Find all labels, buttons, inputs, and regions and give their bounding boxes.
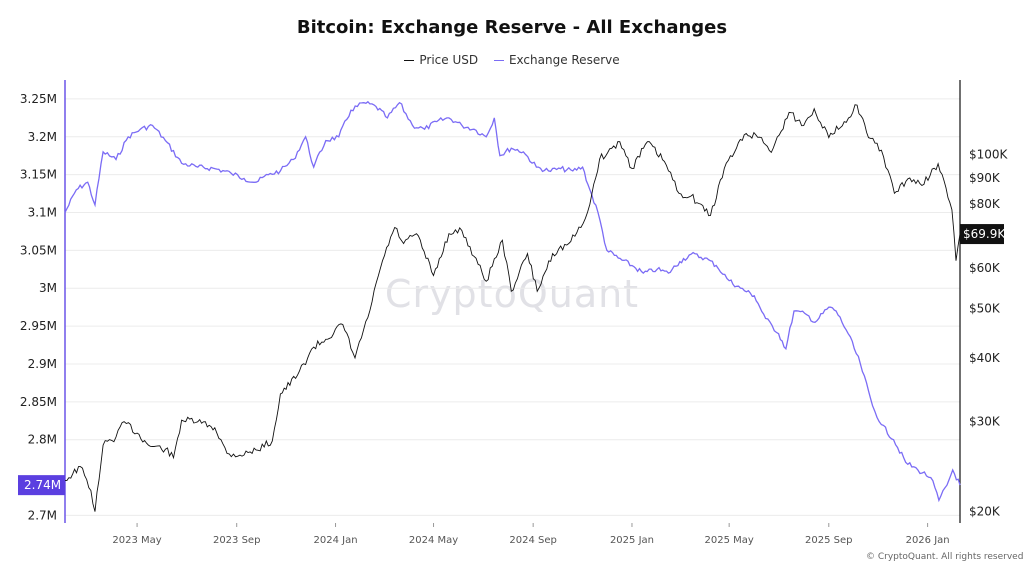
x-tick-label: 2024 Jan: [314, 535, 358, 546]
y-tick-label-left: 3.15M: [20, 168, 57, 182]
legend-label-reserve: Exchange Reserve: [508, 53, 620, 68]
y-tick-label-left: 3.25M: [20, 92, 57, 106]
current-price-label: $69.9K: [963, 227, 1006, 241]
series-line-price-usd: [64, 104, 961, 512]
y-tick-label-right: $30K: [969, 415, 1001, 429]
y-tick-label-left: 2.7M: [28, 508, 57, 522]
x-tick-label: 2025 Jan: [610, 535, 654, 546]
x-tick-label: 2024 Sep: [509, 535, 556, 546]
y-tick-label-left: 2.8M: [28, 433, 57, 447]
y-tick-label-right: $60K: [969, 261, 1001, 275]
y-tick-label-left: 3.2M: [28, 130, 57, 144]
y-tick-label-right: $100K: [969, 148, 1009, 162]
x-tick-label: 2023 May: [112, 535, 161, 546]
y-tick-label-left: 2.85M: [20, 395, 57, 409]
y-tick-label-right: $80K: [969, 197, 1001, 211]
y-tick-label-left: 2.9M: [28, 357, 57, 371]
series-line-exchange-reserve: [64, 100, 961, 503]
current-price-badge: [960, 224, 1004, 245]
x-tick-label: 2025 Sep: [805, 535, 852, 546]
y-tick-label-left: 3.05M: [20, 243, 57, 257]
y-tick-label-right: $40K: [969, 351, 1001, 365]
legend-item-reserve[interactable]: Exchange Reserve: [493, 53, 620, 68]
chart-legend: Price USD Exchange Reserve: [0, 50, 1024, 67]
legend-swatch-reserve: [493, 59, 504, 61]
x-tick-label: 2023 Sep: [213, 535, 260, 546]
y-tick-label-left: 3.1M: [28, 206, 57, 220]
x-tick-label: 2026 Jan: [906, 535, 950, 546]
copyright-text: © CryptoQuant. All rights reserved: [866, 552, 1024, 562]
chart-title: Bitcoin: Exchange Reserve - All Exchange…: [296, 17, 728, 38]
current-reserve-label: 2.74M: [24, 478, 61, 492]
x-tick-label: 2025 May: [705, 535, 754, 546]
y-tick-label-right: $90K: [969, 171, 1001, 185]
legend-swatch-price: [404, 59, 415, 61]
y-tick-label-left: 2.95M: [20, 319, 57, 333]
y-tick-label-right: $50K: [969, 301, 1001, 315]
x-tick-label: 2024 May: [409, 535, 458, 546]
legend-label-price: Price USD: [419, 53, 479, 68]
y-tick-label-left: 3M: [39, 281, 57, 295]
legend-item-price[interactable]: Price USD: [404, 53, 478, 67]
y-tick-label-right: $20K: [969, 505, 1001, 519]
current-reserve-badge: [18, 475, 65, 496]
watermark: CryptoQuant: [384, 272, 640, 316]
